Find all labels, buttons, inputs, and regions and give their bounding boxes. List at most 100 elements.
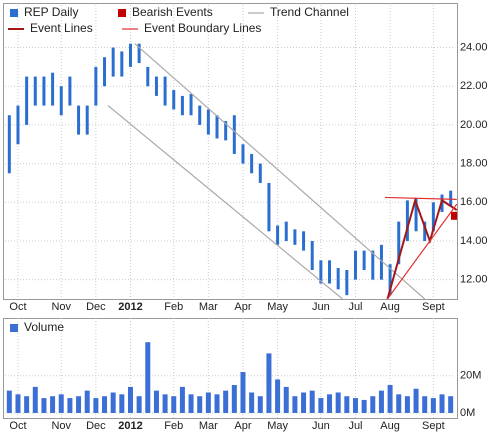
x-tick-label: Sept [422,301,445,313]
price-marks [7,43,457,299]
volume-bar [387,385,393,413]
volume-bar [41,398,47,413]
x-tick-label: Jun [312,420,330,432]
volume-bar [24,396,30,413]
volume-bar [378,390,384,413]
volume-bar [188,394,194,413]
volume-bar [32,386,38,413]
x-tick-label: Jun [312,301,330,313]
volume-bar [422,396,428,413]
legend-swatch [10,9,18,17]
y-tick-label: 0M [460,407,475,419]
volume-bar [413,388,419,413]
x-tick-label: Aug [380,301,400,313]
volume-bar [136,396,142,413]
volume-bar [404,396,410,413]
volume-bar [361,399,367,413]
volume-bar [205,392,211,413]
volume-bar [214,394,220,413]
overlay-line [134,43,426,299]
volume-marks [6,342,454,413]
x-tick-label: Oct [9,420,26,432]
volume-bar [67,398,73,413]
volume-bar [197,396,203,413]
volume-bar [309,390,315,413]
x-tick-label: May [267,420,288,432]
volume-bar [50,396,56,413]
volume-bar [6,390,12,413]
y-tick-label: 18.00 [460,158,488,170]
y-tick-label: 22.00 [460,80,488,92]
legend-label: Volume [24,320,64,334]
volume-bar [93,398,99,413]
overlay-line [384,196,457,200]
legend-label: Event Boundary Lines [144,21,261,35]
volume-bar [327,394,333,413]
volume-bar [335,392,341,413]
x-tick-label: Apr [234,420,251,432]
x-tick-label: Aug [380,420,400,432]
x-tick-label: 2012 [118,301,142,313]
y-tick-label: 20M [460,370,481,382]
legend-swatch [10,324,18,332]
volume-bar [370,396,376,413]
x-tick-label: Dec [86,301,106,313]
x-tick-label: 2012 [118,420,142,432]
y-tick-label: 20.00 [460,119,488,131]
legend-swatch [118,9,126,17]
volume-bar [171,396,177,413]
volume-bar [15,394,21,413]
volume-bar [58,394,64,413]
x-tick-label: Apr [234,301,251,313]
legend: REP Daily Bearish Events Trend Channel Even… [8,5,349,334]
volume-bar [127,386,133,413]
volume-bar [119,394,125,413]
volume-bar [439,394,445,413]
event-marker [451,211,457,220]
volume-bar [266,353,272,413]
volume-bar [292,396,298,413]
overlay-line [387,203,457,299]
legend-label: Bearish Events [132,5,213,19]
volume-bar [275,379,281,413]
x-tick-label: Nov [51,301,71,313]
y-tick-label: 16.00 [460,196,488,208]
volume-bar [153,390,159,413]
volume-bar [231,385,237,413]
y-tick-label: 12.00 [460,274,488,286]
volume-bar [76,396,82,413]
x-tick-label: Oct [9,301,26,313]
volume-bar [283,386,289,413]
legend-label: Event Lines [30,21,93,35]
x-tick-label: Nov [51,420,71,432]
overlay-line [107,105,343,299]
volume-bar [240,372,246,413]
y-tick-label: 14.00 [460,235,488,247]
y-tick-label: 24.00 [460,41,488,53]
volume-bar [352,398,358,413]
x-tick-label: Feb [164,420,183,432]
legend-label: REP Daily [24,5,78,19]
volume-bar [145,342,151,413]
x-tick-label: Dec [86,420,106,432]
volume-bar [344,396,350,413]
volume-bar [396,394,402,413]
legend-label: Trend Channel [270,5,349,19]
volume-bar [448,396,454,413]
volume-bar [110,392,116,413]
volume-bar [257,396,263,413]
volume-bar [301,392,307,413]
volume-bar [179,386,185,413]
x-tick-label: May [267,301,288,313]
x-tick-label: Mar [199,301,218,313]
x-tick-label: Mar [199,420,218,432]
volume-bar [249,392,255,413]
x-tick-label: Sept [422,420,445,432]
volume-bar [318,398,324,413]
volume-bar [223,390,229,413]
labels: 12.00 14.00 16.00 18.00 20.00 22.00 24.00 Oct No… [9,41,487,431]
volume-bar [102,396,108,413]
x-tick-label: Feb [164,301,183,313]
volume-bar [162,394,168,413]
